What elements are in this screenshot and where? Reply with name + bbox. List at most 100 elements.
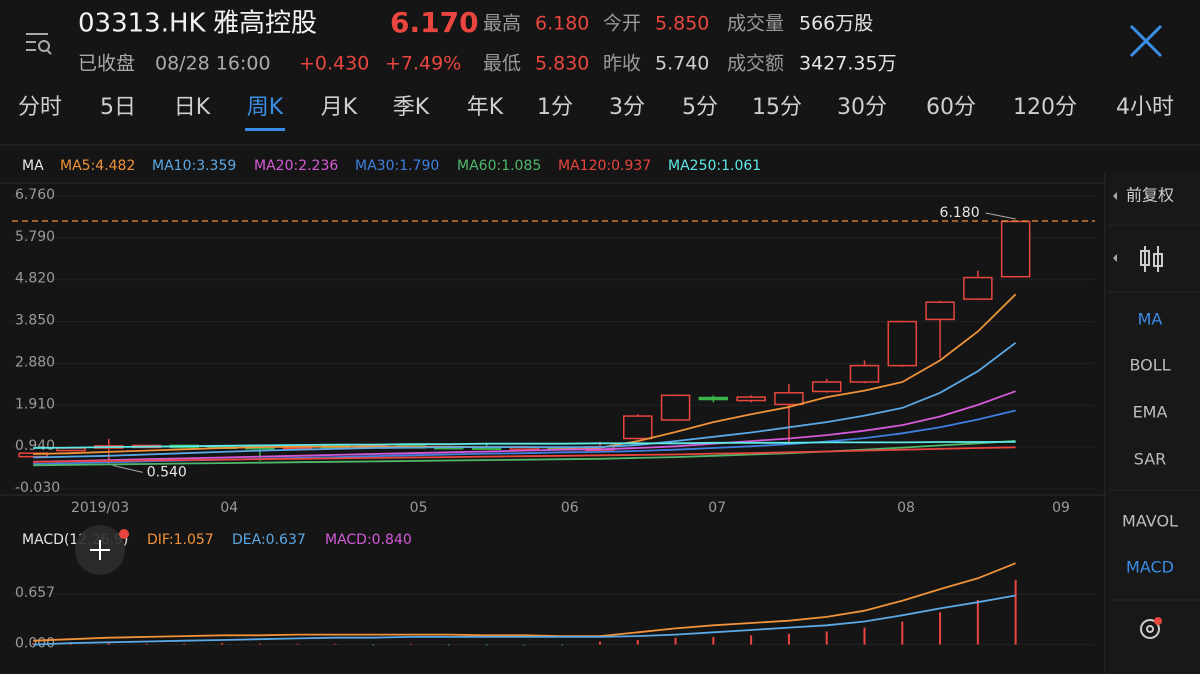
tab[interactable]: 年K bbox=[467, 95, 504, 120]
indicator-option[interactable]: EMA bbox=[1133, 403, 1168, 422]
add-button[interactable] bbox=[75, 525, 129, 575]
annotation-leader bbox=[985, 212, 1016, 220]
candle-body bbox=[849, 364, 880, 383]
stock-name: 雅高控股 bbox=[213, 9, 317, 39]
candle-body bbox=[698, 396, 729, 401]
candle-body bbox=[736, 396, 766, 402]
annotation-label: 6.180 bbox=[940, 205, 980, 221]
macd-line bbox=[33, 594, 1016, 646]
ma-line bbox=[33, 342, 1017, 459]
tab-underline bbox=[245, 128, 285, 131]
candle-body bbox=[774, 392, 804, 406]
x-tick-label: 04 bbox=[220, 500, 238, 516]
candle-body bbox=[811, 381, 842, 393]
y-tick-label: 0.657 bbox=[15, 585, 55, 601]
tab[interactable]: 月K bbox=[321, 95, 358, 120]
stat-value: 5.830 bbox=[535, 53, 589, 75]
tab[interactable]: 周K bbox=[247, 95, 284, 120]
stat-label: 最低 bbox=[483, 53, 521, 75]
x-tick-label: 07 bbox=[708, 500, 726, 516]
legend-entry: MACD:0.840 bbox=[325, 532, 412, 548]
tab[interactable]: 1分 bbox=[537, 95, 573, 120]
y-tick-label: 5.790 bbox=[15, 229, 55, 245]
indicator-option[interactable]: BOLL bbox=[1129, 356, 1170, 375]
ma-line bbox=[33, 441, 1016, 449]
indicator-option[interactable]: MAVOL bbox=[1122, 512, 1178, 531]
menu-icon[interactable] bbox=[26, 33, 52, 55]
indicator-option[interactable]: SAR bbox=[1134, 450, 1167, 469]
macd-line bbox=[33, 562, 1016, 642]
change-pct: +7.49% bbox=[385, 53, 461, 75]
candle-body bbox=[887, 320, 918, 367]
annotation-leader bbox=[112, 464, 143, 473]
tab[interactable]: 3分 bbox=[609, 95, 645, 120]
legend-entry: MA5:4.482 bbox=[60, 158, 135, 174]
tab[interactable]: 日K bbox=[174, 95, 211, 120]
tab[interactable]: 5分 bbox=[682, 95, 718, 120]
legend-entry: DEA:0.637 bbox=[232, 532, 306, 548]
candle-body bbox=[660, 394, 691, 421]
candle-body bbox=[963, 276, 993, 300]
sidebar bbox=[1108, 172, 1200, 674]
tab[interactable]: 30分 bbox=[837, 95, 887, 120]
time: 08/28 16:00 bbox=[155, 53, 271, 75]
status: 已收盘 bbox=[78, 53, 135, 75]
tab[interactable]: 60分 bbox=[926, 95, 976, 120]
indicator-option[interactable]: MA bbox=[1138, 310, 1163, 329]
x-tick-label: 05 bbox=[410, 500, 428, 516]
stat-value: 5.850 bbox=[655, 13, 709, 35]
stat-value: 5.740 bbox=[655, 53, 709, 75]
settings-icon[interactable] bbox=[1140, 617, 1162, 639]
ma-line bbox=[33, 446, 1016, 463]
arrow-icon bbox=[1113, 254, 1117, 262]
stat-label: 成交量 bbox=[727, 13, 784, 35]
adjust-option[interactable]: 前复权 bbox=[1126, 186, 1174, 205]
legend-entry: MA60:1.085 bbox=[457, 158, 541, 174]
ma-line bbox=[33, 390, 1016, 463]
x-tick-label: 08 bbox=[897, 500, 915, 516]
candle-body bbox=[925, 301, 955, 321]
legend-entry: MA20:2.236 bbox=[254, 158, 338, 174]
x-tick-label: 09 bbox=[1052, 500, 1070, 516]
legend-entry: DIF:1.057 bbox=[147, 532, 214, 548]
tab[interactable]: 120分 bbox=[1013, 95, 1077, 120]
stat-value: 3427.35万 bbox=[799, 53, 897, 75]
y-tick-label: 6.760 bbox=[15, 187, 55, 203]
stat-label: 成交额 bbox=[727, 53, 784, 75]
price: 6.170 bbox=[390, 6, 479, 39]
stat-label: 昨收 bbox=[603, 53, 641, 75]
close-button[interactable] bbox=[1129, 24, 1163, 58]
indicator-option[interactable]: MACD bbox=[1126, 558, 1174, 577]
stock-code: 03313.HK bbox=[78, 9, 207, 39]
stat-label: 今开 bbox=[603, 13, 641, 35]
tab[interactable]: 4小时 bbox=[1116, 95, 1174, 120]
legend-entry: MA120:0.937 bbox=[558, 158, 651, 174]
y-tick-label: 0.940 bbox=[15, 438, 55, 454]
y-tick-label: 2.880 bbox=[15, 354, 55, 370]
legend-entry: MA250:1.061 bbox=[668, 158, 761, 174]
legend-entry: MA10:3.359 bbox=[152, 158, 236, 174]
change: +0.430 bbox=[299, 53, 369, 75]
tab[interactable]: 5日 bbox=[100, 95, 136, 120]
annotation-label: 0.540 bbox=[147, 464, 187, 480]
y-tick-label: -0.030 bbox=[15, 480, 60, 496]
candle-body bbox=[18, 452, 48, 458]
stat-label: 最高 bbox=[483, 13, 521, 35]
legend-title: MA bbox=[22, 158, 44, 174]
candle-body bbox=[1000, 220, 1031, 278]
stat-value: 6.180 bbox=[535, 13, 589, 35]
legend-entry: MA30:1.790 bbox=[355, 158, 439, 174]
x-tick-label: 06 bbox=[561, 500, 579, 516]
y-tick-label: 1.910 bbox=[15, 396, 55, 412]
y-tick-label: 3.850 bbox=[15, 313, 55, 329]
tab[interactable]: 15分 bbox=[752, 95, 802, 120]
tab[interactable]: 分时 bbox=[18, 95, 62, 120]
tab[interactable]: 季K bbox=[393, 95, 430, 120]
arrow-icon bbox=[1113, 192, 1117, 200]
candle-body bbox=[623, 415, 653, 440]
candle-icon[interactable] bbox=[1140, 246, 1163, 272]
stat-value: 566万股 bbox=[799, 13, 873, 35]
